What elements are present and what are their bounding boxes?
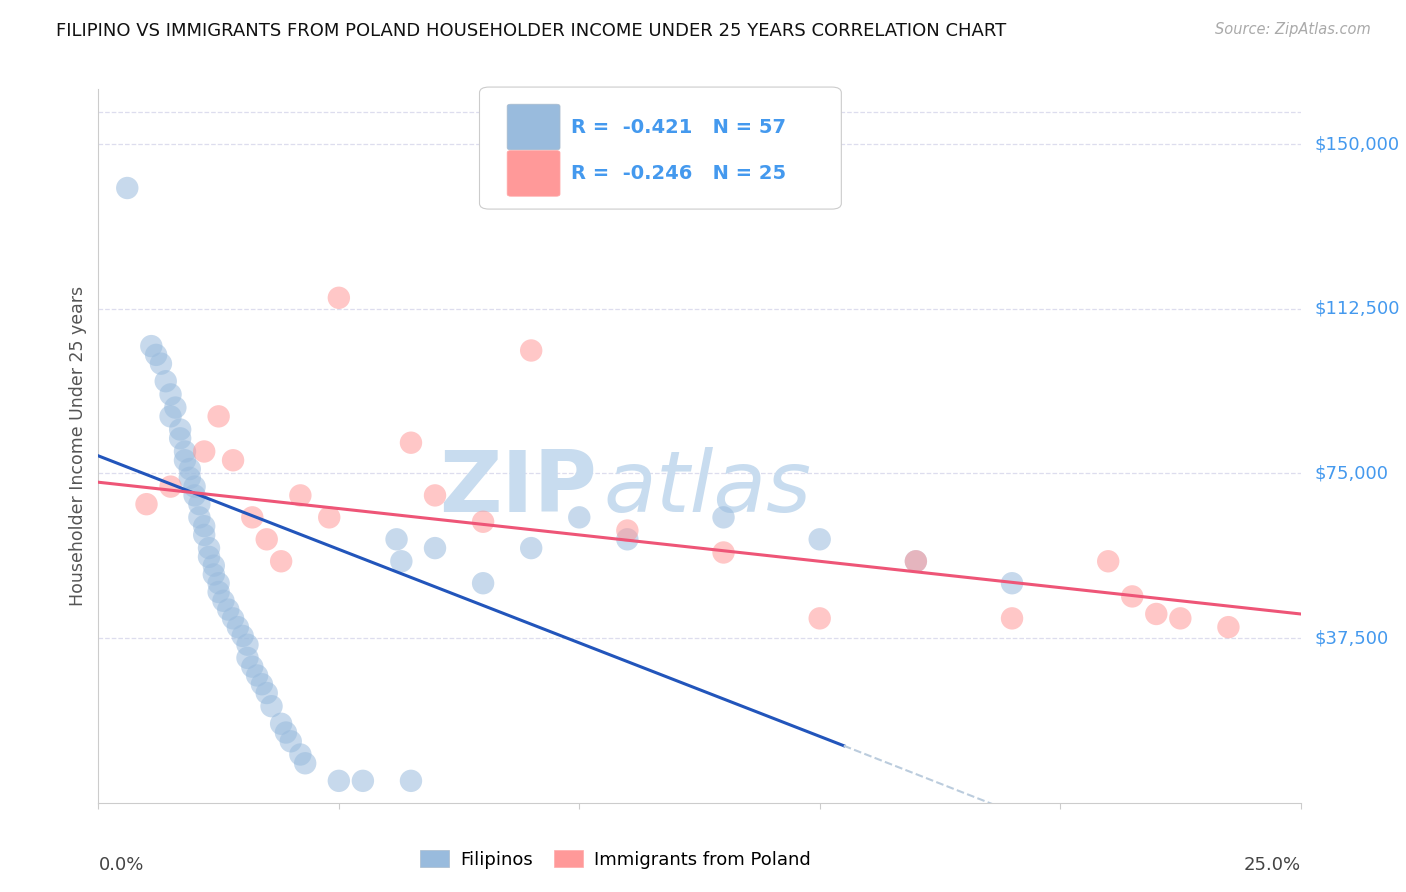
Point <box>232 629 254 643</box>
Point <box>202 558 225 573</box>
Y-axis label: Householder Income Under 25 years: Householder Income Under 25 years <box>69 286 87 606</box>
Point <box>250 677 273 691</box>
Point <box>193 519 215 533</box>
Point <box>399 773 422 788</box>
Point <box>145 348 167 362</box>
Point <box>135 497 157 511</box>
Point <box>318 510 340 524</box>
Text: Source: ZipAtlas.com: Source: ZipAtlas.com <box>1215 22 1371 37</box>
Point <box>179 462 201 476</box>
Point <box>212 594 235 608</box>
Point <box>352 773 374 788</box>
Text: R =  -0.246   N = 25: R = -0.246 N = 25 <box>571 164 786 183</box>
Point <box>1144 607 1167 621</box>
Point <box>270 554 292 568</box>
Point <box>808 611 831 625</box>
Point <box>274 725 297 739</box>
Point <box>520 343 543 358</box>
Point <box>198 549 221 564</box>
Point <box>149 357 172 371</box>
Text: $112,500: $112,500 <box>1315 300 1400 318</box>
Point <box>423 488 446 502</box>
Text: R =  -0.421   N = 57: R = -0.421 N = 57 <box>571 118 786 136</box>
Point <box>1121 590 1143 604</box>
Point <box>256 686 278 700</box>
Point <box>260 699 283 714</box>
Point <box>290 488 312 502</box>
Point <box>1097 554 1119 568</box>
Point <box>222 453 245 467</box>
Point <box>193 444 215 458</box>
Point <box>183 480 205 494</box>
Point <box>328 773 350 788</box>
Point <box>208 576 231 591</box>
Text: atlas: atlas <box>603 447 811 531</box>
Point <box>290 747 312 762</box>
Point <box>141 339 163 353</box>
Text: $150,000: $150,000 <box>1315 135 1399 153</box>
Point <box>179 471 201 485</box>
Point <box>208 585 231 599</box>
Point <box>183 488 205 502</box>
Point <box>240 510 263 524</box>
Point <box>169 423 191 437</box>
Text: 0.0%: 0.0% <box>98 856 143 874</box>
Point <box>174 444 197 458</box>
Point <box>568 510 591 524</box>
Text: 25.0%: 25.0% <box>1243 856 1301 874</box>
Point <box>399 435 422 450</box>
FancyBboxPatch shape <box>508 104 560 150</box>
Point <box>520 541 543 555</box>
Point <box>256 533 278 547</box>
Point <box>1001 576 1024 591</box>
Point <box>236 651 259 665</box>
Point <box>713 510 735 524</box>
Point <box>169 431 191 445</box>
Point <box>808 533 831 547</box>
FancyBboxPatch shape <box>508 151 560 196</box>
Point <box>328 291 350 305</box>
Point <box>904 554 927 568</box>
Point <box>202 567 225 582</box>
FancyBboxPatch shape <box>479 87 841 209</box>
Point <box>616 524 638 538</box>
Text: $37,500: $37,500 <box>1315 629 1389 647</box>
Point <box>472 576 495 591</box>
Point <box>294 756 316 771</box>
Point <box>159 409 181 424</box>
Point <box>246 668 269 682</box>
Point <box>155 374 177 388</box>
Point <box>270 716 292 731</box>
Point <box>240 659 263 673</box>
Point <box>385 533 408 547</box>
Point <box>1001 611 1024 625</box>
Point <box>188 510 211 524</box>
Point <box>193 528 215 542</box>
Legend: Filipinos, Immigrants from Poland: Filipinos, Immigrants from Poland <box>413 843 818 876</box>
Text: ZIP: ZIP <box>440 447 598 531</box>
Point <box>208 409 231 424</box>
Point <box>174 453 197 467</box>
Point <box>198 541 221 555</box>
Point <box>165 401 187 415</box>
Text: $75,000: $75,000 <box>1315 465 1389 483</box>
Point <box>904 554 927 568</box>
Point <box>236 638 259 652</box>
Point <box>159 480 181 494</box>
Text: FILIPINO VS IMMIGRANTS FROM POLAND HOUSEHOLDER INCOME UNDER 25 YEARS CORRELATION: FILIPINO VS IMMIGRANTS FROM POLAND HOUSE… <box>56 22 1007 40</box>
Point <box>713 545 735 559</box>
Point <box>217 602 239 616</box>
Point <box>117 181 139 195</box>
Point <box>423 541 446 555</box>
Point <box>222 611 245 625</box>
Point <box>472 515 495 529</box>
Point <box>226 620 249 634</box>
Point <box>280 734 302 748</box>
Point <box>389 554 412 568</box>
Point <box>1170 611 1192 625</box>
Point <box>616 533 638 547</box>
Point <box>188 497 211 511</box>
Point <box>1218 620 1240 634</box>
Point <box>159 387 181 401</box>
